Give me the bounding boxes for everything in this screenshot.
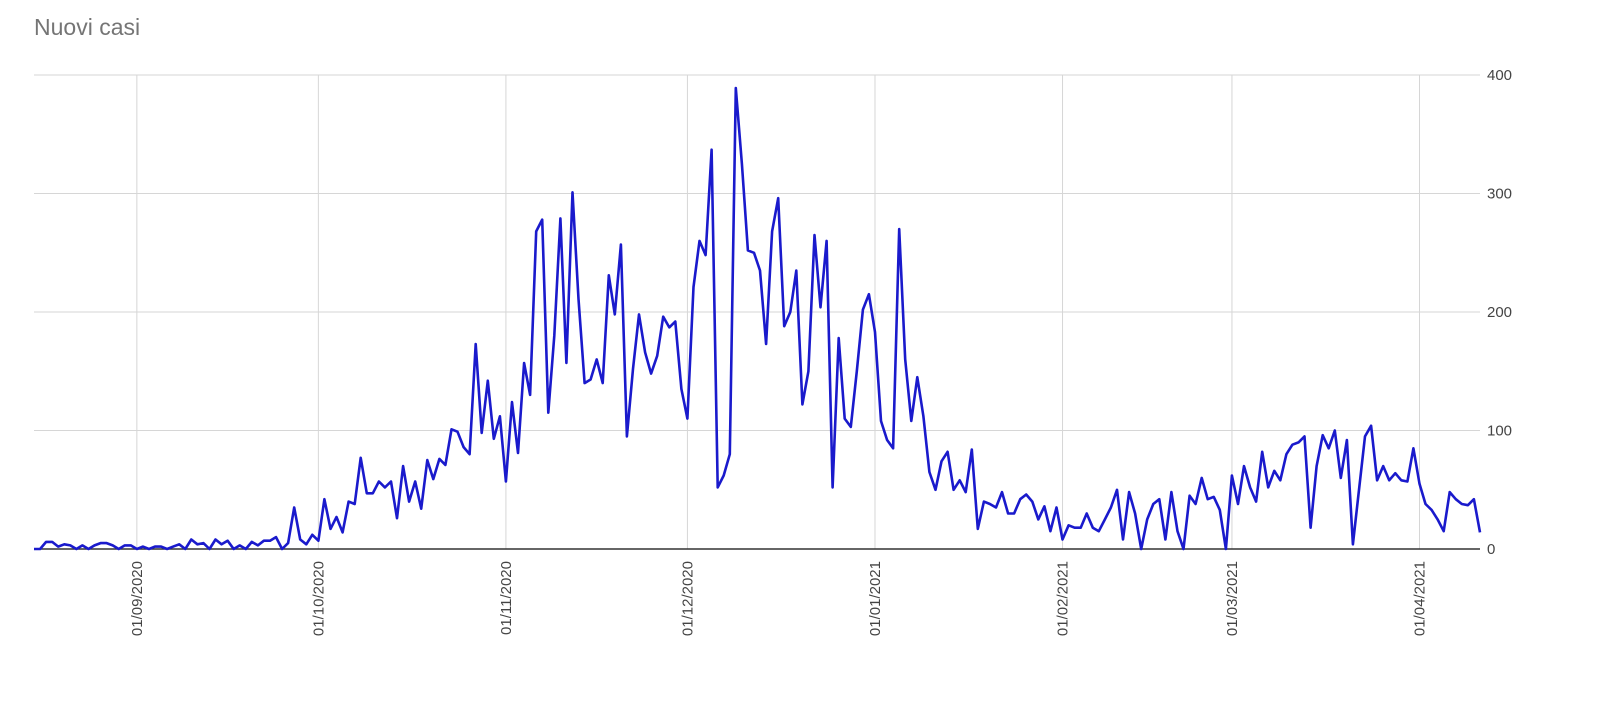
series-group	[33, 86, 1482, 551]
x-tick-label: 01/12/2020	[679, 561, 696, 636]
series-points	[33, 87, 1481, 550]
y-tick-label: 300	[1487, 186, 1512, 203]
y-axis-tick-labels: 0 100 200 300 400	[1487, 67, 1512, 558]
series-line	[34, 86, 1482, 551]
x-tick-label: 01/01/2021	[867, 561, 884, 636]
x-axis-tick-labels: 01/09/2020 01/10/2020 01/11/2020 01/12/2020…	[129, 561, 1429, 636]
x-tick-label: 01/04/2021	[1411, 561, 1428, 636]
x-tick-label: 01/09/2020	[129, 561, 146, 636]
y-tick-label: 200	[1487, 304, 1512, 321]
y-tick-label: 400	[1487, 67, 1512, 84]
horizontal-gridlines	[34, 74, 1480, 550]
y-tick-label: 100	[1487, 423, 1512, 440]
x-tick-label: 01/03/2021	[1224, 561, 1241, 636]
x-tick-label: 01/11/2020	[498, 561, 515, 635]
x-tick-label: 01/10/2020	[310, 561, 327, 636]
chart-title: Nuovi casi	[34, 14, 141, 40]
y-tick-label: 0	[1487, 541, 1495, 558]
x-tick-label: 01/02/2021	[1055, 561, 1072, 636]
